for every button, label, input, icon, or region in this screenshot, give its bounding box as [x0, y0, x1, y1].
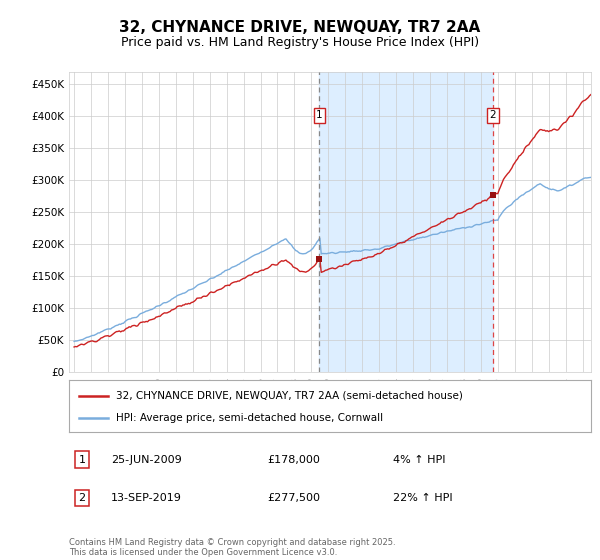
Text: 4% ↑ HPI: 4% ↑ HPI	[392, 455, 445, 465]
Text: 22% ↑ HPI: 22% ↑ HPI	[392, 493, 452, 503]
Text: 2: 2	[490, 110, 496, 120]
Text: Contains HM Land Registry data © Crown copyright and database right 2025.
This d: Contains HM Land Registry data © Crown c…	[69, 538, 395, 557]
Text: 13-SEP-2019: 13-SEP-2019	[111, 493, 182, 503]
Text: 25-JUN-2009: 25-JUN-2009	[111, 455, 182, 465]
Text: 2: 2	[79, 493, 86, 503]
Text: Price paid vs. HM Land Registry's House Price Index (HPI): Price paid vs. HM Land Registry's House …	[121, 36, 479, 49]
Bar	[319, 72, 493, 372]
Text: 32, CHYNANCE DRIVE, NEWQUAY, TR7 2AA (semi-detached house): 32, CHYNANCE DRIVE, NEWQUAY, TR7 2AA (se…	[116, 391, 463, 401]
Text: 1: 1	[316, 110, 323, 120]
Text: 1: 1	[79, 455, 86, 465]
Text: £178,000: £178,000	[268, 455, 320, 465]
Text: 32, CHYNANCE DRIVE, NEWQUAY, TR7 2AA: 32, CHYNANCE DRIVE, NEWQUAY, TR7 2AA	[119, 20, 481, 35]
Text: £277,500: £277,500	[268, 493, 320, 503]
Text: HPI: Average price, semi-detached house, Cornwall: HPI: Average price, semi-detached house,…	[116, 413, 383, 423]
